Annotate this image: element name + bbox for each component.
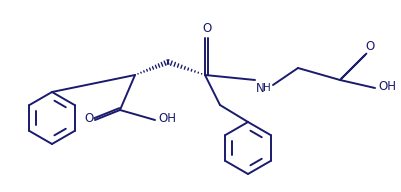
Text: H: H bbox=[263, 83, 271, 93]
Text: N: N bbox=[255, 81, 264, 94]
Text: OH: OH bbox=[158, 113, 176, 126]
Text: O: O bbox=[365, 41, 375, 54]
Text: O: O bbox=[203, 22, 212, 36]
Text: OH: OH bbox=[378, 79, 396, 93]
Text: O: O bbox=[84, 112, 93, 124]
